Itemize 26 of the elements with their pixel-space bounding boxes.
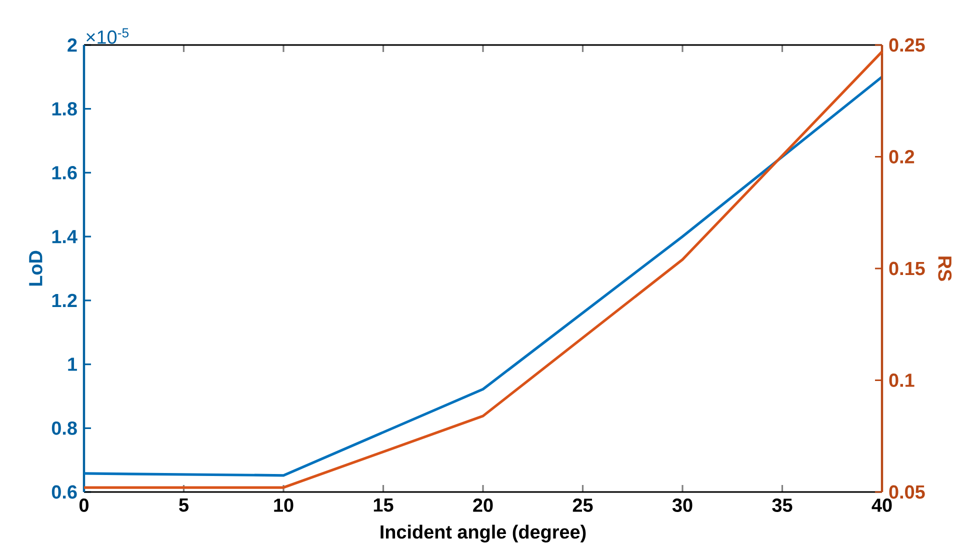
y-tick-label: 1.8 (52, 102, 77, 116)
x-tick-label: 0 (79, 498, 88, 512)
x-tick-label: 30 (672, 498, 692, 512)
y2-tick-label: 0.25 (889, 38, 925, 52)
y2-tick-label: 0.05 (889, 485, 925, 499)
y2-tick-label: 0.1 (889, 374, 914, 387)
y-tick-label: 1.4 (52, 230, 78, 244)
y-tick-label: 1 (68, 358, 77, 371)
y2-axis-title: RS (938, 256, 952, 281)
y-tick-label: 1.6 (52, 166, 77, 180)
x-tick-label: 25 (572, 498, 593, 512)
y-axis-title: LoD (29, 250, 42, 286)
x-tick-label: 15 (374, 498, 394, 512)
x-tick-label: 35 (772, 498, 792, 512)
x-tick-label: 10 (274, 498, 294, 512)
text: ×10$^{-5}$ (86, 28, 129, 44)
y-tick-label: 2 (68, 38, 77, 52)
y2-tick-label: 0.15 (889, 262, 925, 276)
y-tick-label: 0.8 (52, 421, 77, 435)
y2-tick-label: 0.2 (889, 150, 914, 164)
y-tick-label: 0.6 (52, 485, 77, 499)
x-tick-label: 40 (872, 498, 892, 512)
x-axis-title: Incident angle (degree) (380, 524, 586, 542)
x-tick-label: 20 (473, 498, 493, 512)
y-tick-label: 1.2 (52, 294, 77, 308)
x-tick-label: 5 (179, 498, 188, 512)
